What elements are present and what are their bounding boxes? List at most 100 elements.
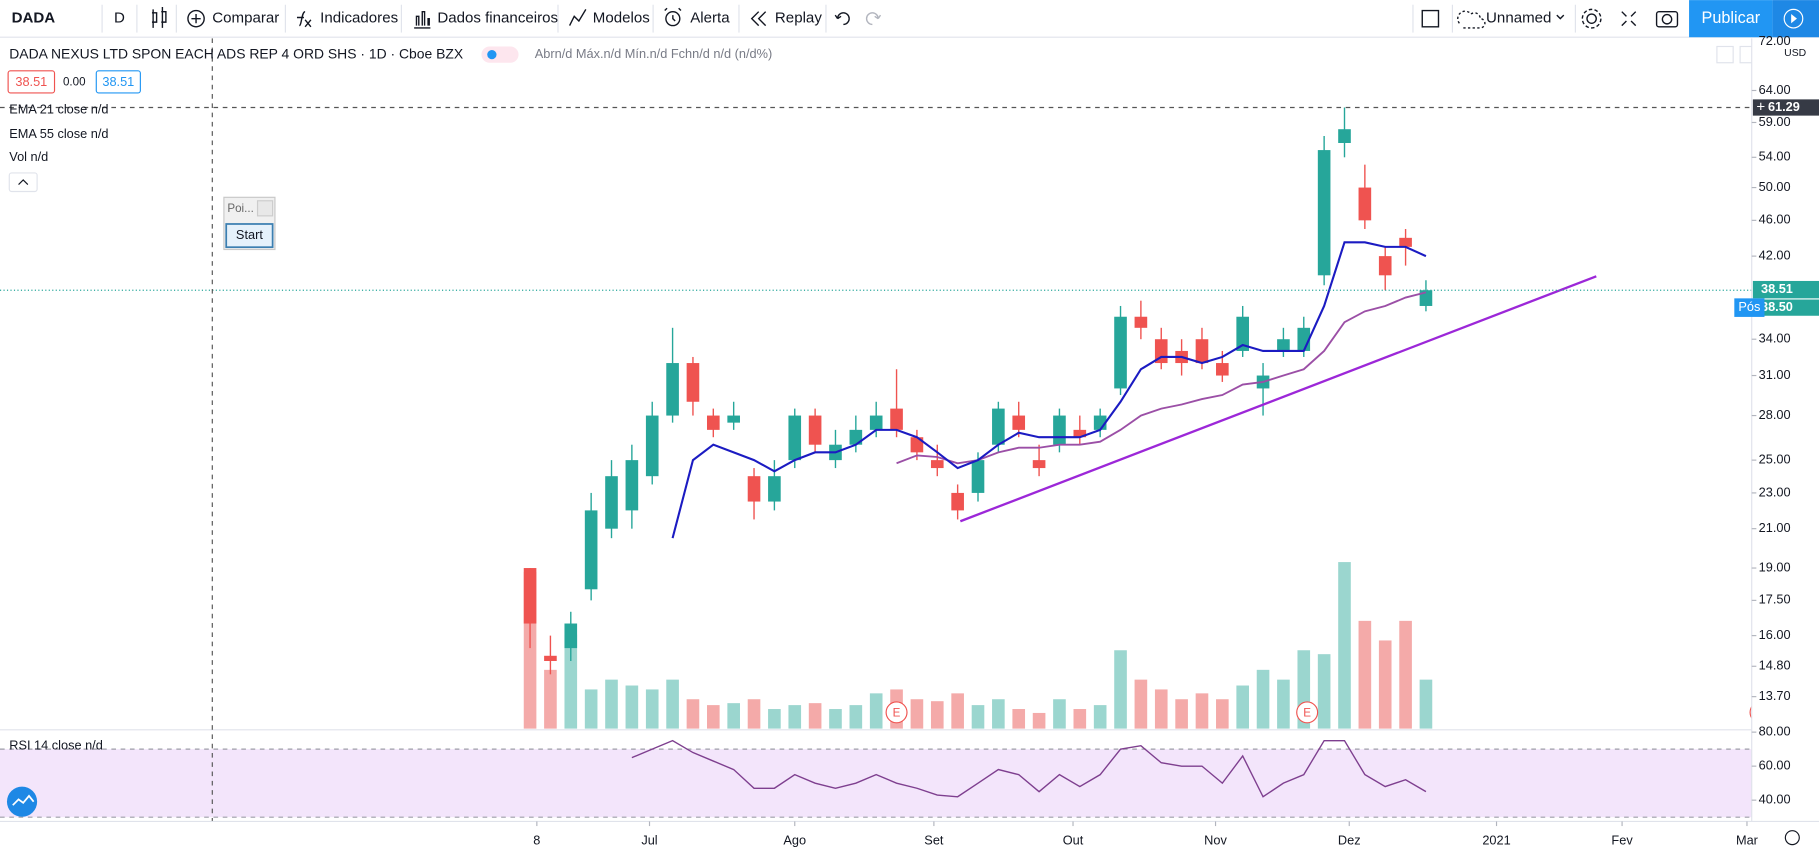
- volume-bar: [1093, 705, 1107, 729]
- candle-body: [849, 429, 863, 445]
- ask-box: [95, 70, 141, 94]
- volume-bar: [1053, 699, 1066, 729]
- candle-body: [605, 476, 618, 529]
- candle-body: [1317, 150, 1331, 276]
- last-price-tag: [1752, 280, 1819, 299]
- indicator-legend: EMA 21 close n/d: [9, 102, 108, 117]
- volume-bar: [747, 699, 761, 729]
- volume-bar: [1012, 709, 1026, 729]
- interval[interactable]: D: [114, 10, 125, 27]
- x-tick-label: Mar: [1736, 833, 1759, 848]
- volume-bar: [1317, 654, 1331, 729]
- x-tick-label: Out: [1063, 833, 1084, 848]
- rsi-tick-label: 40.00: [1759, 792, 1791, 807]
- logo-icon: [12, 794, 35, 806]
- candle-body: [1399, 237, 1412, 247]
- candle-body: [625, 460, 639, 511]
- start-label[interactable]: Start: [236, 227, 263, 242]
- toolbar-item[interactable]: Indicadores: [320, 10, 398, 27]
- publish-button[interactable]: [1689, 0, 1773, 38]
- play-icon: [1783, 8, 1804, 29]
- volume-bar: [1419, 679, 1433, 729]
- y-tick-label: 16.00: [1759, 627, 1791, 642]
- volume-bar: [1114, 650, 1127, 729]
- volume-bar: [1399, 620, 1412, 729]
- start-button[interactable]: [225, 223, 274, 249]
- candle-body: [890, 408, 903, 430]
- candle-body: [1338, 129, 1351, 143]
- volume-bar: [849, 705, 863, 729]
- ema55-line: [896, 291, 1427, 465]
- candle-body: [1216, 363, 1229, 376]
- x-tick-label: Ago: [783, 833, 806, 848]
- toolbar-item[interactable]: Replay: [775, 10, 822, 27]
- toolbar-item[interactable]: Comparar: [212, 10, 279, 27]
- candle-body: [645, 415, 659, 477]
- y-tick-label: 13.70: [1759, 688, 1791, 703]
- legend-badge: [487, 49, 497, 60]
- y-tick-label: 50.00: [1759, 179, 1791, 194]
- candle-body: [992, 408, 1005, 445]
- candle-body: [666, 363, 679, 416]
- candle-body: [1053, 415, 1066, 445]
- separators: [101, 4, 1576, 33]
- candle-body: [686, 363, 700, 402]
- rsi-band: [0, 749, 1752, 818]
- candle-body: [1114, 316, 1127, 389]
- toolbar-item[interactable]: Modelos: [593, 10, 650, 27]
- volume-bar: [1338, 562, 1351, 729]
- layout-name[interactable]: Unnamed: [1486, 10, 1551, 27]
- extended-price: 38.50: [1761, 299, 1793, 314]
- settings-icon[interactable]: [1784, 830, 1800, 846]
- symbol[interactable]: DADA: [12, 10, 56, 27]
- last-price: 38.51: [1761, 281, 1793, 296]
- rsi-tick-label: 80.00: [1759, 724, 1791, 739]
- legend-badge: [481, 46, 519, 63]
- collapse-button[interactable]: [8, 172, 38, 193]
- candle-body: [1358, 187, 1372, 221]
- volume-bar: [686, 699, 700, 729]
- candle-body: [727, 415, 740, 423]
- volume-bar: [1032, 712, 1046, 729]
- candle-body: [788, 415, 802, 461]
- volume-bar: [1358, 620, 1372, 729]
- time-axis: [0, 821, 1819, 854]
- pane-button[interactable]: [1716, 45, 1734, 64]
- crosshair-tag: [1752, 99, 1819, 116]
- x-tick-label: Set: [924, 833, 944, 848]
- currency: USD: [1784, 48, 1806, 59]
- candle-body: [706, 415, 720, 430]
- toolbar: [0, 0, 1819, 38]
- y-tick-label: 59.00: [1759, 114, 1791, 129]
- volume-bar: [1134, 679, 1148, 729]
- y-tick-label: 28.00: [1759, 407, 1791, 422]
- x-tick-label: 8: [533, 833, 540, 848]
- candle-body: [1419, 290, 1433, 306]
- volume-bar: [1277, 679, 1290, 729]
- volume-bar: [706, 705, 720, 729]
- collapse-icon: [18, 179, 29, 185]
- y-tick-label: 46.00: [1759, 212, 1791, 227]
- volume-bar: [829, 709, 842, 729]
- volume-bar: [666, 679, 679, 729]
- publish-label[interactable]: Publicar: [1702, 9, 1761, 27]
- earnings-marker: [885, 701, 908, 724]
- candle-body: [544, 655, 557, 661]
- y-tick-label: 64.00: [1759, 82, 1791, 97]
- candle-body: [1378, 256, 1392, 276]
- volume-bar: [1216, 699, 1229, 729]
- trendline: [959, 275, 1597, 523]
- toolbar-item[interactable]: Dados financeiros: [437, 10, 558, 27]
- widget-close[interactable]: [256, 200, 274, 217]
- volume-bar: [1378, 640, 1392, 729]
- candle-body: [1032, 460, 1046, 469]
- volume-bar: [808, 703, 822, 729]
- toolbar-item[interactable]: Alerta: [690, 10, 730, 27]
- price-axis: [1751, 38, 1819, 822]
- y-tick-label: 21.00: [1759, 520, 1791, 535]
- extended-label-tag: [1734, 298, 1765, 317]
- candle-body: [808, 415, 822, 445]
- volume-bar: [584, 689, 598, 729]
- earnings-label: E: [893, 707, 901, 720]
